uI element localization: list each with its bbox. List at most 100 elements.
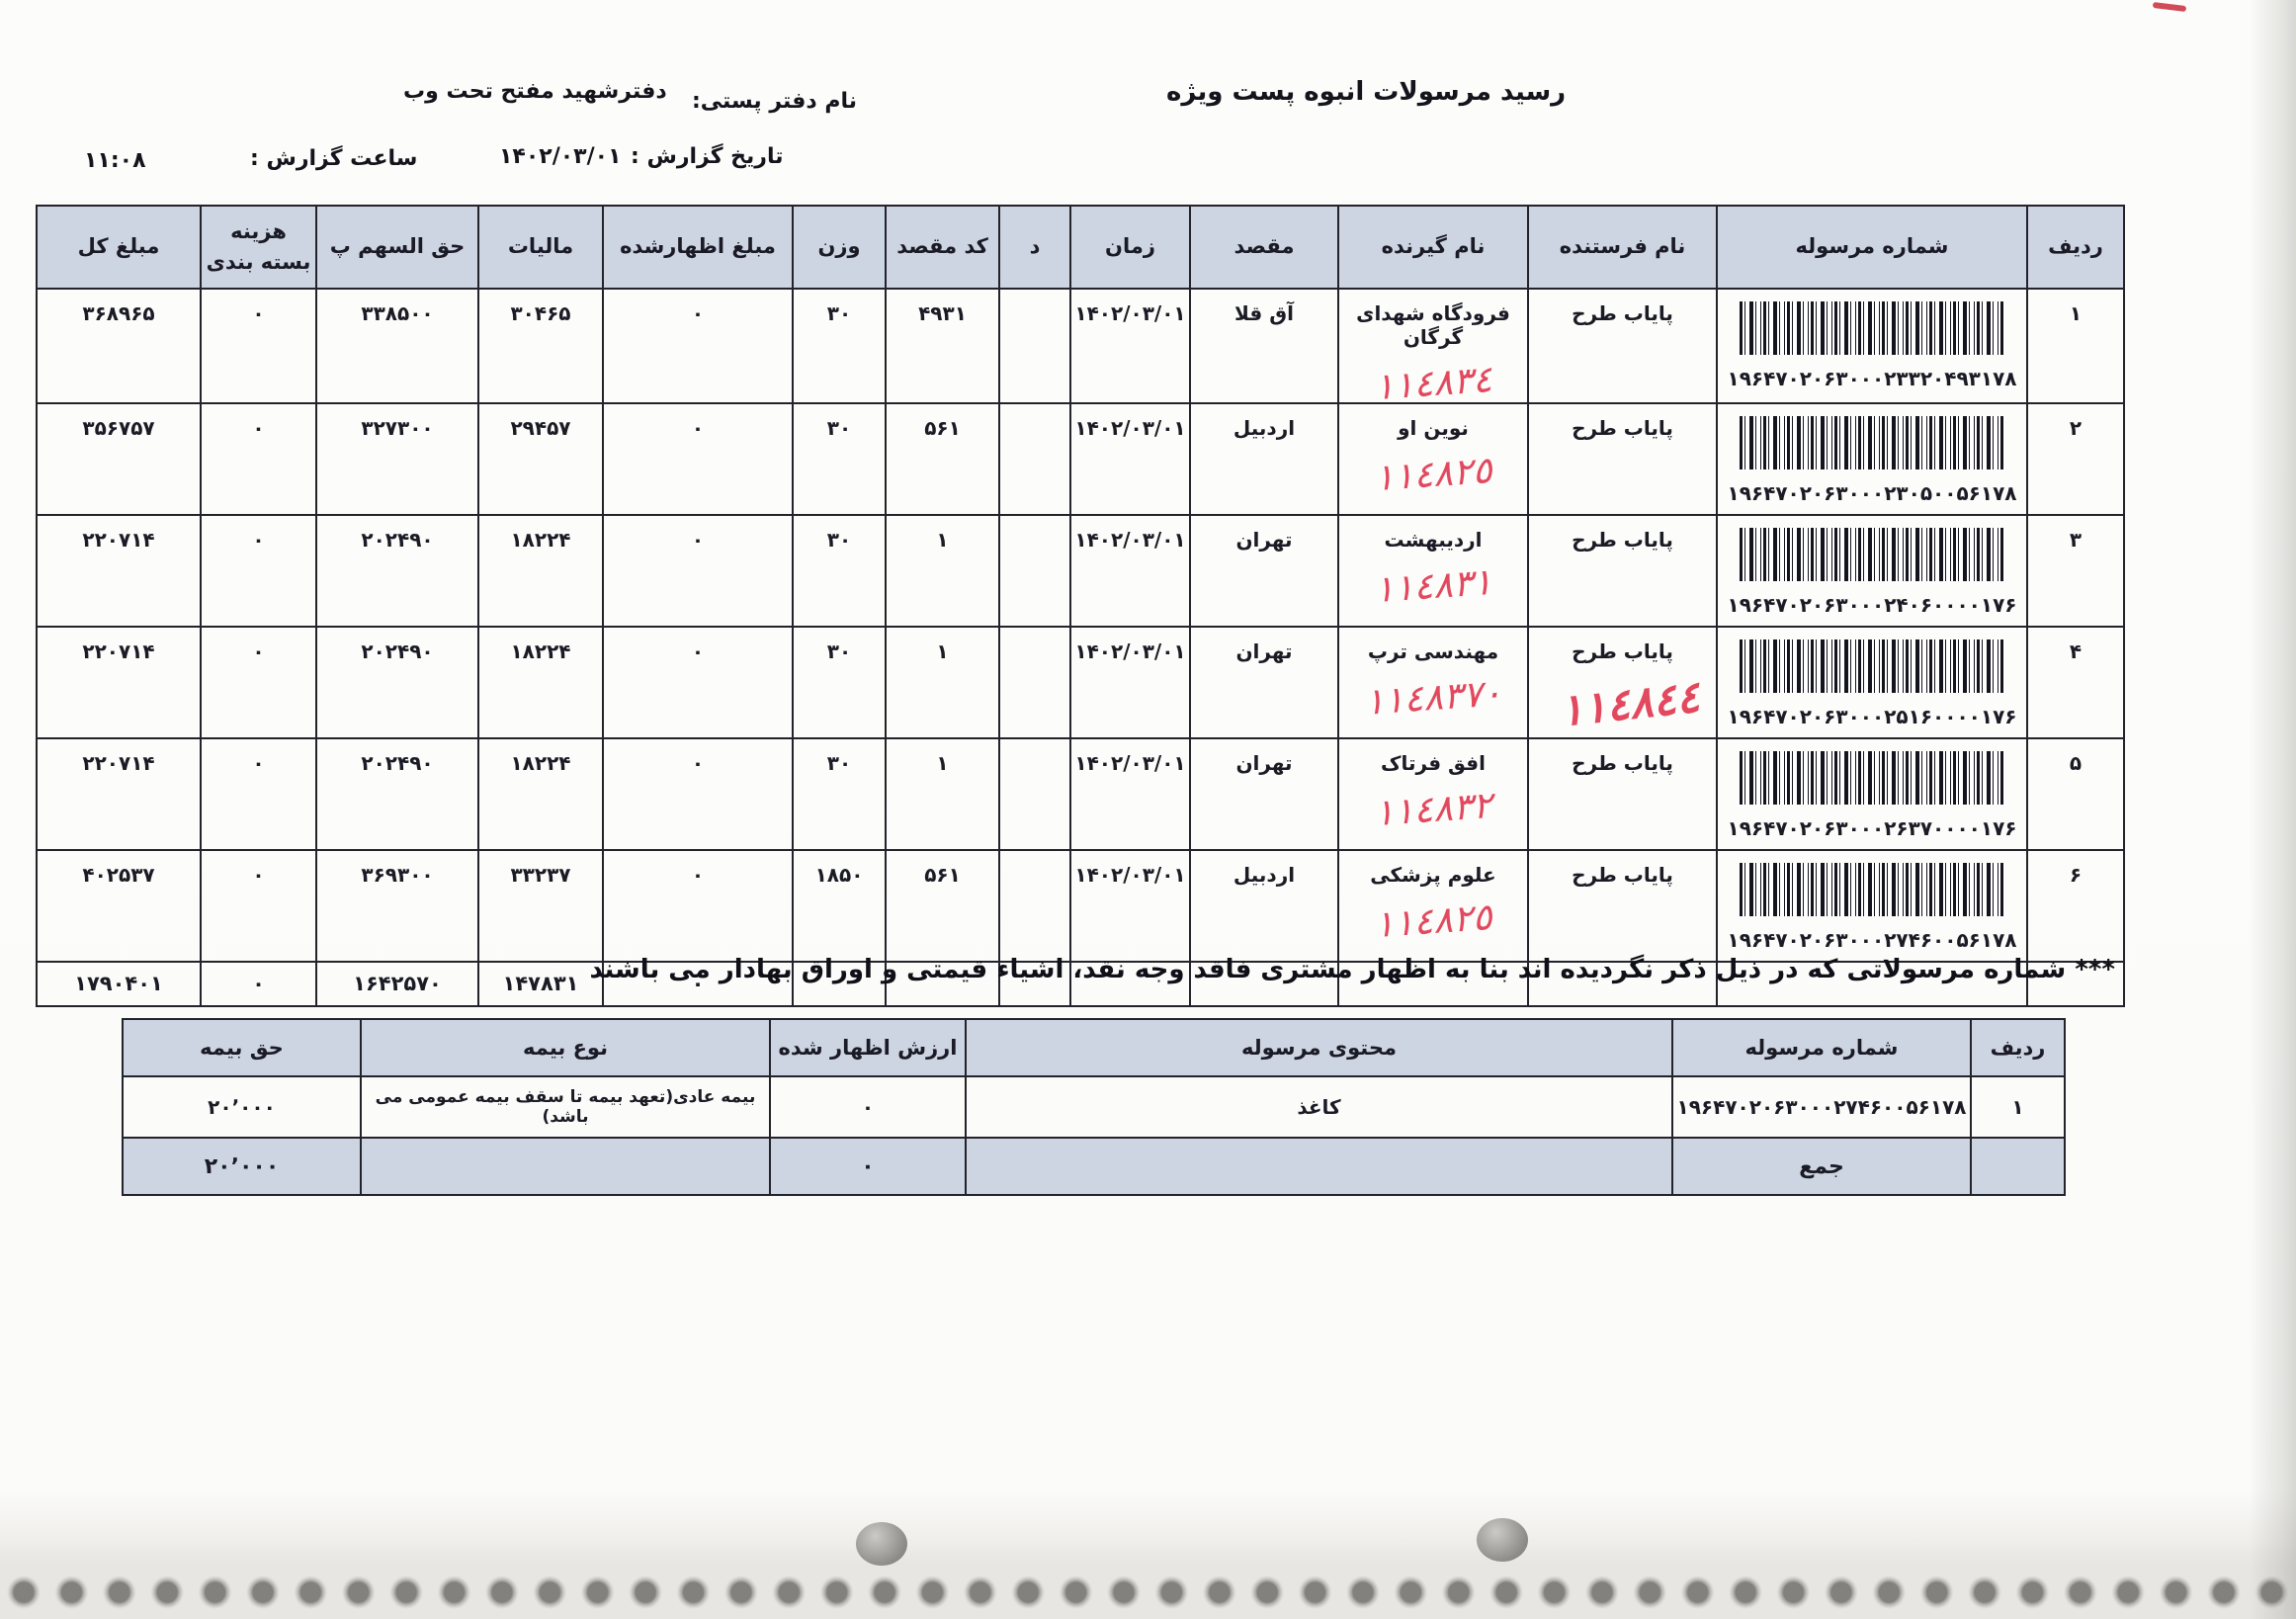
page-title: رسید مرسولات انبوه پست ویژه	[1166, 77, 1567, 107]
cell-destination: تهران	[1189, 514, 1339, 628]
cell-dest-code: ۵۶۱	[885, 849, 1000, 963]
cell-declared: ۰	[602, 849, 794, 963]
cell-packing-total: ۰	[200, 961, 317, 1007]
cell-tracking: ۱۹۶۴۷۰۲۰۶۳۰۰۰۲۳۳۲۰۴۹۳۱۷۸	[1716, 288, 2028, 404]
tracking-number: ۱۹۶۴۷۰۲۰۶۳۰۰۰۲۶۳۷۰۰۰۰۱۷۶	[1727, 816, 2017, 840]
receiver-name: علوم پزشکی	[1370, 863, 1496, 887]
col-packing: هزینه بسته بندی	[200, 205, 317, 290]
header-row: ردیف شماره مرسوله نام فرستنده نام گیرنده…	[36, 205, 2125, 290]
col-share: حق السهم پ	[315, 205, 479, 290]
cell-share: ۳۳۸۵۰۰	[315, 288, 479, 404]
cell-row: ۴	[2026, 626, 2125, 739]
cell-tracking: ۱۹۶۴۷۰۲۰۶۳۰۰۰۲۵۱۶۰۰۰۰۱۷۶	[1716, 626, 2028, 739]
cell-packing: ۰	[200, 737, 317, 851]
cell-d	[998, 514, 1071, 628]
cell-row	[1970, 1137, 2066, 1196]
receiver-name: مهندسی ترپ	[1367, 639, 1499, 663]
col-insurance-type: نوع بیمه	[360, 1018, 771, 1077]
cell-insurance-fee: ۲۰٬۰۰۰	[122, 1075, 362, 1139]
col-declared-value: ارزش اظهار شده	[769, 1018, 967, 1077]
col-tax: مالیات	[477, 205, 604, 290]
receiver-name: نوین او	[1398, 416, 1469, 440]
col-tracking: شماره مرسوله	[1716, 205, 2028, 290]
cell-sender	[1527, 961, 1718, 1007]
cell-weight: ۱۸۵۰	[792, 849, 887, 963]
cell-declared: ۰	[602, 737, 794, 851]
cell-tracking: ۱۹۶۴۷۰۲۰۶۳۰۰۰۲۴۰۶۰۰۰۰۱۷۶	[1716, 514, 2028, 628]
cell-destination: تهران	[1189, 626, 1339, 739]
col-row: ردیف	[1970, 1018, 2066, 1077]
handwritten-number: ١١٤٨٣٢	[1373, 783, 1493, 835]
receiver-name: فرودگاه شهدای گرگان	[1356, 301, 1510, 349]
handwritten-number: ١١٤٨٢٥	[1373, 895, 1493, 947]
cell-tracking: ۱۹۶۴۷۰۲۰۶۳۰۰۰۲۷۴۶۰۰۵۶۱۷۸	[1716, 849, 2028, 963]
cell-insurance-type	[360, 1137, 771, 1196]
totals-row: ۰ ۱۴۷۸۳۱ ۱۶۴۲۵۷۰ ۰ ۱۷۹۰۴۰۱	[36, 961, 2125, 1007]
cell-weight: ۳۰	[792, 514, 887, 628]
cell-d	[998, 849, 1071, 963]
cell-packing: ۰	[200, 514, 317, 628]
receiver-name: اردیبهشت	[1384, 528, 1483, 552]
cell-receiver: افق فرتاک ١١٤٨٣٢	[1337, 737, 1529, 851]
cell-packing: ۰	[200, 849, 317, 963]
sum-row: جمع ۰ ۲۰٬۰۰۰	[122, 1137, 2066, 1196]
cell-total: ۲۲۰۷۱۴	[36, 737, 202, 851]
col-time: زمان	[1069, 205, 1191, 290]
cell-content	[965, 1137, 1673, 1196]
cell-receiver: مهندسی ترپ ١١٤٨٣٧٠ ١١٤٨٤٤	[1337, 626, 1702, 739]
cell-total: ۳۵۶۷۵۷	[36, 402, 202, 516]
cell-share: ۳۲۷۳۰۰	[315, 402, 479, 516]
cell-sender: پایاب طرح	[1527, 626, 1718, 739]
cell-sender: پایاب طرح	[1527, 514, 1718, 628]
cell-share-total: ۱۶۴۲۵۷۰	[315, 961, 479, 1007]
col-dest-code: کد مقصد	[885, 205, 1000, 290]
cell-receiver: فرودگاه شهدای گرگان ١١٤٨٣٤	[1337, 288, 1529, 408]
cell-time: ۱۴۰۲/۰۳/۰۱	[1069, 849, 1191, 963]
no-valuables-note: *** شماره مرسولاتی که در ذیل ذکر نگردیده…	[589, 955, 2115, 984]
cell-destination	[1189, 961, 1339, 1007]
tracking-number: ۱۹۶۴۷۰۲۰۶۳۰۰۰۲۳۰۵۰۰۵۶۱۷۸	[1727, 481, 2017, 505]
table-row: ۵ ۱۹۶۴۷۰۲۰۶۳۰۰۰۲۶۳۷۰۰۰۰۱۷۶ پایاب طرح افق…	[36, 737, 2125, 851]
cell-receiver: نوین او ١١٤٨٢٥	[1337, 402, 1529, 516]
col-row: ردیف	[2026, 205, 2125, 290]
cell-packing: ۰	[200, 626, 317, 739]
cell-d	[998, 626, 1071, 739]
cell-d	[998, 288, 1071, 404]
cell-d	[998, 737, 1071, 851]
cell-destination: اردبیل	[1189, 402, 1339, 516]
receiver-name: افق فرتاک	[1381, 751, 1486, 775]
cell-share: ۲۰۲۴۹۰	[315, 737, 479, 851]
cell-row: ۲	[2026, 402, 2125, 516]
cell-tracking: ۱۹۶۴۷۰۲۰۶۳۰۰۰۲۶۳۷۰۰۰۰۱۷۶	[1716, 737, 2028, 851]
cell-tax: ۳۰۴۶۵	[477, 288, 604, 404]
scan-edge-shadow	[2249, 0, 2296, 1619]
cell-dest-code: ۱	[885, 514, 1000, 628]
barcode-image	[1740, 416, 2004, 469]
cell-insurance-fee-total: ۲۰٬۰۰۰	[122, 1137, 362, 1196]
cell-time: ۱۴۰۲/۰۳/۰۱	[1069, 514, 1191, 628]
cell-time: ۱۴۰۲/۰۳/۰۱	[1069, 737, 1191, 851]
cell-row: ۳	[2026, 514, 2125, 628]
cell-tax: ۲۹۴۵۷	[477, 402, 604, 516]
cell-d	[998, 402, 1071, 516]
cell-packing: ۰	[200, 288, 317, 404]
report-time-label: ساعت گزارش :	[250, 146, 418, 171]
cell-time: ۱۴۰۲/۰۳/۰۱	[1069, 626, 1191, 739]
table-row: ۲ ۱۹۶۴۷۰۲۰۶۳۰۰۰۲۳۰۵۰۰۵۶۱۷۸ پایاب طرح نوی…	[36, 402, 2125, 516]
tracking-number: ۱۹۶۴۷۰۲۰۶۳۰۰۰۲۵۱۶۰۰۰۰۱۷۶	[1727, 705, 2017, 728]
cell-weight: ۳۰	[792, 626, 887, 739]
handwritten-number: ١١٤٨٢٥	[1373, 448, 1493, 500]
cell-row: ۵	[2026, 737, 2125, 851]
spiral-binding-holes	[0, 1568, 2296, 1619]
office-label: نام دفتر پستی:	[692, 89, 858, 114]
cell-sender: پایاب طرح	[1527, 737, 1718, 851]
cell-content: کاغذ	[965, 1075, 1673, 1139]
cell-insurance-type: بیمه عادی(تعهد بیمه تا سقف بیمه عمومی می…	[360, 1075, 771, 1139]
cell-declared-total: ۰	[602, 961, 794, 1007]
col-destination: مقصد	[1189, 205, 1339, 290]
cell-total: ۲۲۰۷۱۴	[36, 626, 202, 739]
barcode-image	[1740, 639, 2004, 693]
page-bottom-shadow	[0, 1544, 2296, 1568]
cell-sender: پایاب طرح	[1527, 288, 1718, 404]
